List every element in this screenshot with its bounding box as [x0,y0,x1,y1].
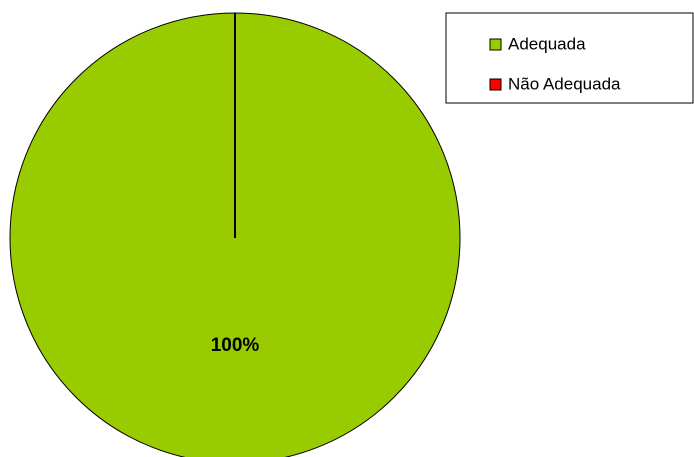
legend-swatch [489,78,502,91]
data-label: 100% [211,335,260,356]
legend-label: Adequada [508,34,586,53]
legend-swatch [489,38,502,51]
legend-box [445,12,694,104]
legend-label: Não Adequada [508,74,621,93]
